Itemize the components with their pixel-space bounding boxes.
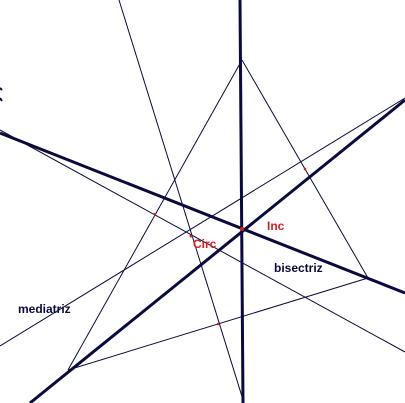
incenter-label: Inc — [267, 219, 285, 233]
angle-bisector-ascending — [29, 98, 405, 403]
perp-bisector-thin-2 — [0, 129, 405, 353]
midpoint-bottom — [216, 322, 220, 326]
bisector-label: bisectriz — [274, 261, 323, 275]
midpoint-right — [303, 167, 307, 171]
midpoint-left — [153, 212, 157, 216]
edge-tick-2 — [0, 97, 3, 102]
angle-bisector-descending — [0, 131, 405, 295]
edge-tick-1 — [0, 87, 3, 91]
perp-bisector-label: mediatriz — [18, 302, 71, 316]
circumcenter-point — [189, 234, 193, 238]
circumcenter-label: Circ — [193, 237, 217, 251]
perp-bisector-thin-1 — [118, 0, 245, 403]
incenter-point — [240, 227, 244, 231]
perp-bisector-thin-3 — [0, 97, 405, 347]
angle-bisector-vertical — [238, 0, 245, 403]
